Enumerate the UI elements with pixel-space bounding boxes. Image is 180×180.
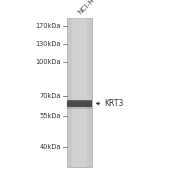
Text: 40kDa: 40kDa (40, 144, 61, 150)
Bar (67, 100, 92, 101)
Text: 70kDa: 70kDa (40, 93, 61, 99)
Bar (67, 18, 92, 167)
Text: NCI-H460: NCI-H460 (77, 0, 105, 15)
Text: 130kDa: 130kDa (36, 41, 61, 47)
Text: 170kDa: 170kDa (36, 23, 61, 29)
Bar (67, 107, 92, 109)
Bar (72, 18, 87, 167)
Bar (67, 100, 92, 107)
Text: KRT3: KRT3 (104, 99, 124, 108)
Text: 55kDa: 55kDa (40, 113, 61, 119)
Text: 100kDa: 100kDa (36, 59, 61, 65)
